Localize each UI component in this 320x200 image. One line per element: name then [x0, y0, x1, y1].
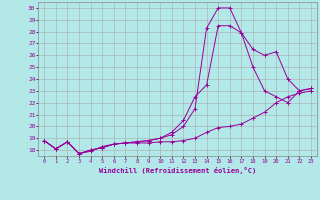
X-axis label: Windchill (Refroidissement éolien,°C): Windchill (Refroidissement éolien,°C) — [99, 167, 256, 174]
